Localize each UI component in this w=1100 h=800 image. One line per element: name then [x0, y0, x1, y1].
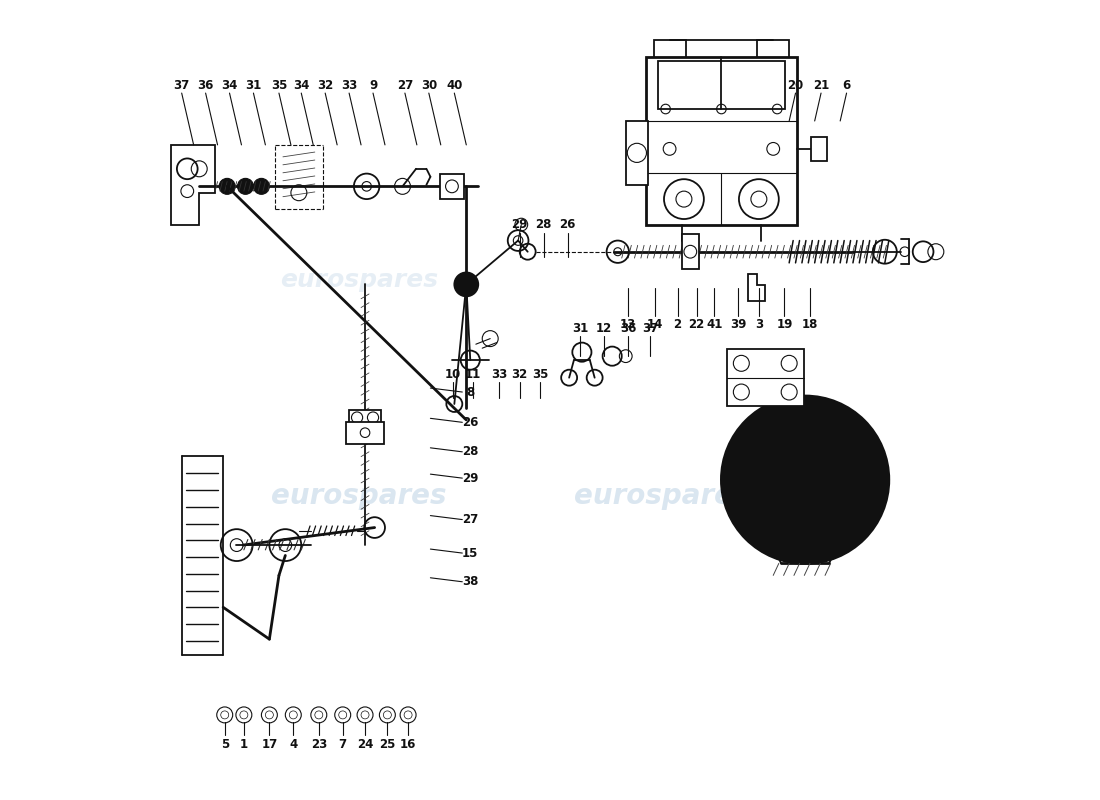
Text: 7: 7	[339, 738, 346, 751]
Text: 24: 24	[356, 738, 373, 751]
Text: 22: 22	[689, 318, 705, 330]
Text: 28: 28	[536, 218, 552, 231]
Bar	[682, 234, 700, 270]
Text: 41: 41	[706, 318, 723, 330]
Text: 26: 26	[462, 416, 478, 429]
Text: 13: 13	[620, 318, 636, 330]
Text: eurospares: eurospares	[271, 482, 447, 510]
Bar	[812, 137, 827, 161]
Text: 12: 12	[596, 322, 613, 334]
Text: 40: 40	[447, 78, 462, 91]
Text: 11: 11	[464, 368, 481, 381]
Circle shape	[856, 506, 873, 522]
Text: 29: 29	[512, 218, 528, 231]
Text: 25: 25	[379, 738, 396, 751]
Circle shape	[737, 437, 755, 454]
Text: 36: 36	[197, 78, 213, 91]
Text: 35: 35	[271, 78, 287, 91]
Text: 36: 36	[620, 322, 636, 334]
Circle shape	[454, 273, 478, 296]
Text: 32: 32	[317, 78, 333, 91]
Bar	[757, 40, 789, 57]
Text: 27: 27	[397, 78, 412, 91]
Bar	[345, 422, 384, 444]
Circle shape	[751, 426, 859, 534]
Bar	[440, 174, 464, 199]
Text: 17: 17	[262, 738, 277, 751]
Text: 33: 33	[341, 78, 358, 91]
Circle shape	[219, 178, 235, 194]
Text: 37: 37	[642, 322, 659, 334]
Text: 26: 26	[560, 218, 575, 231]
Text: 15: 15	[462, 546, 478, 559]
Text: 5: 5	[221, 738, 229, 751]
Bar	[658, 61, 785, 109]
Text: 31: 31	[245, 78, 262, 91]
Text: 34: 34	[221, 78, 238, 91]
Text: 4: 4	[289, 738, 297, 751]
Circle shape	[856, 437, 873, 454]
Text: 23: 23	[310, 738, 327, 751]
Text: 38: 38	[462, 575, 478, 588]
Text: 33: 33	[491, 368, 507, 381]
Bar	[349, 410, 381, 426]
Text: 27: 27	[462, 513, 478, 526]
Bar	[626, 121, 648, 185]
Polygon shape	[172, 145, 216, 225]
Text: 2: 2	[673, 318, 682, 330]
Text: 6: 6	[843, 78, 850, 91]
Text: 8: 8	[466, 386, 474, 398]
Polygon shape	[748, 274, 766, 301]
Circle shape	[238, 178, 253, 194]
Text: 39: 39	[730, 318, 746, 330]
Circle shape	[796, 539, 814, 557]
Text: 31: 31	[572, 322, 588, 334]
Circle shape	[737, 506, 755, 522]
Bar	[646, 57, 798, 225]
Text: 1: 1	[240, 738, 248, 751]
Text: 20: 20	[788, 78, 804, 91]
Text: 19: 19	[777, 318, 793, 330]
Text: 37: 37	[174, 78, 190, 91]
Circle shape	[722, 396, 889, 563]
Text: 14: 14	[647, 318, 663, 330]
Text: 16: 16	[400, 738, 416, 751]
Circle shape	[796, 402, 814, 420]
Circle shape	[253, 178, 270, 194]
Bar	[727, 349, 803, 406]
Text: 30: 30	[420, 78, 437, 91]
Text: 21: 21	[813, 78, 829, 91]
Text: 29: 29	[462, 472, 478, 485]
Text: 35: 35	[532, 368, 549, 381]
Bar	[653, 40, 685, 57]
Text: eurospares: eurospares	[279, 269, 438, 293]
Text: 18: 18	[802, 318, 818, 330]
Text: 28: 28	[462, 446, 478, 458]
Text: eurospares: eurospares	[574, 482, 749, 510]
Text: 9: 9	[368, 78, 377, 91]
Text: 10: 10	[444, 368, 461, 381]
Text: 32: 32	[512, 368, 528, 381]
Text: 34: 34	[293, 78, 309, 91]
Text: 3: 3	[755, 318, 763, 330]
